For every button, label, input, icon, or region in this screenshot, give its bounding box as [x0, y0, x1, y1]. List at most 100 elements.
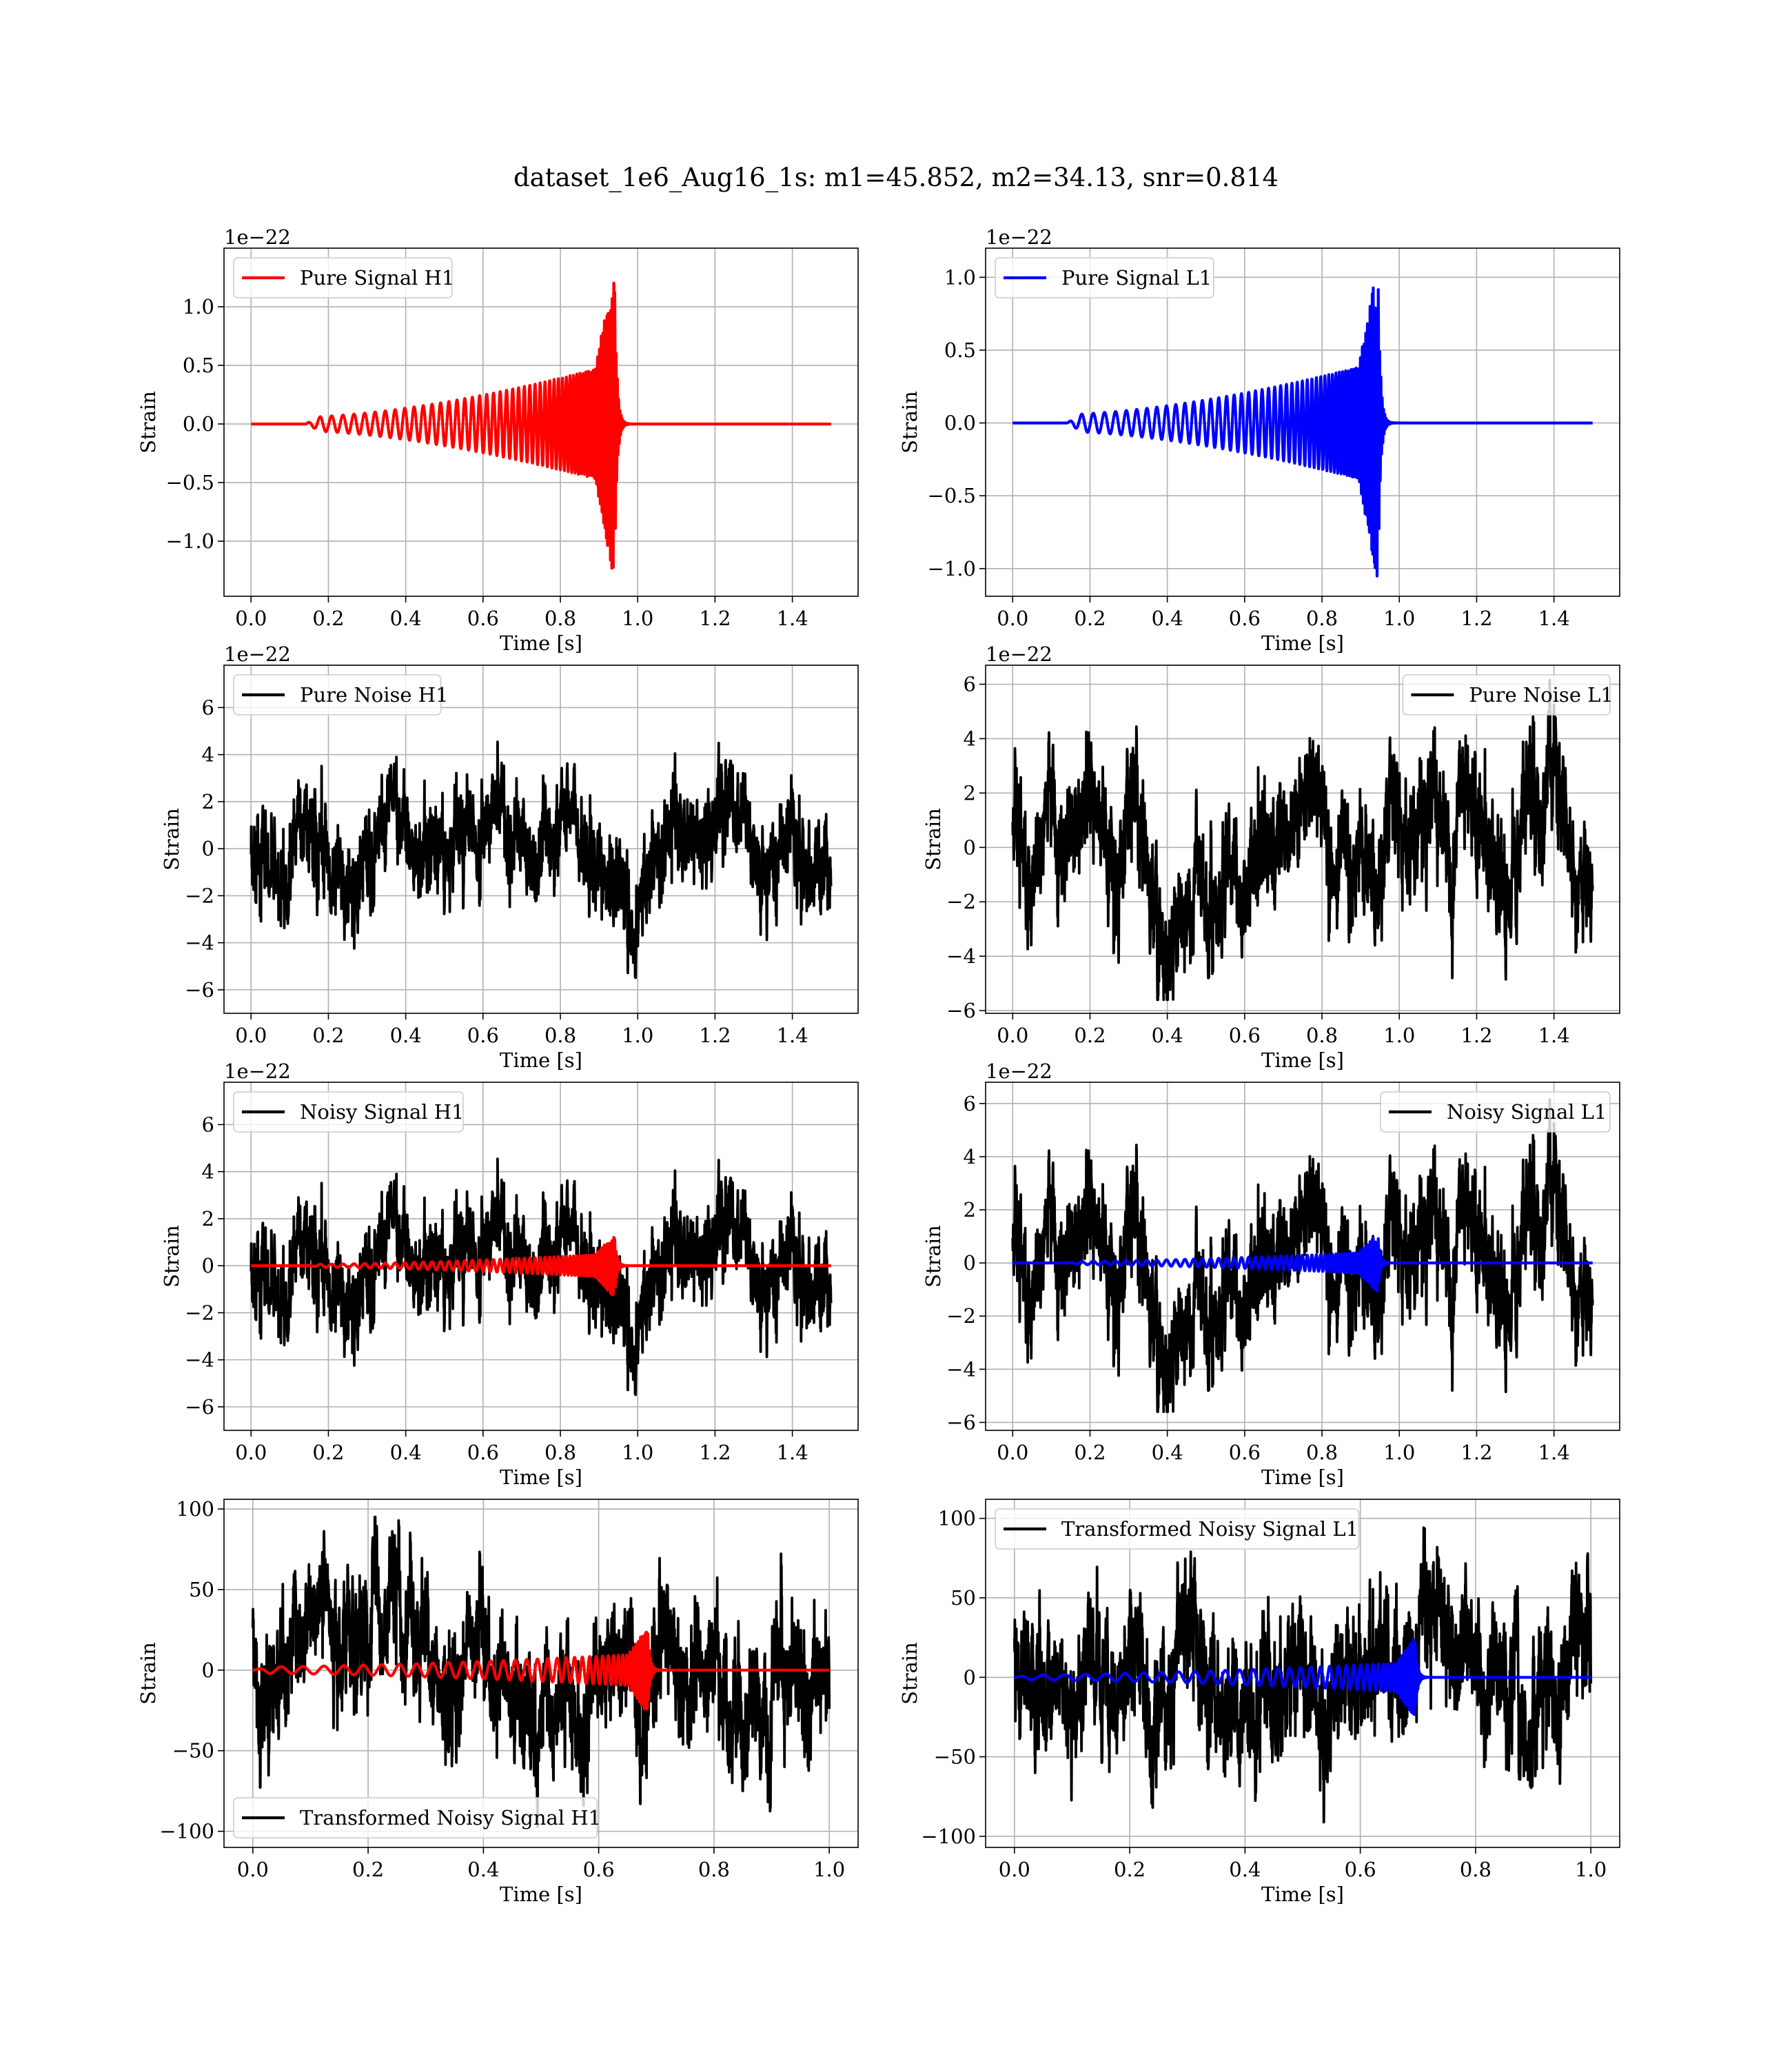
noisy-signal-h1-legend-label: Noisy Signal H1: [300, 1100, 465, 1124]
noisy-signal-l1-xtick-label-0: 0.0: [997, 1441, 1028, 1464]
noisy-signal-l1-xtick-label-6: 1.2: [1460, 1441, 1492, 1464]
transformed-noisy-signal-l1-ylabel: Strain: [898, 1642, 922, 1705]
noisy-signal-l1-xtick-label-4: 0.8: [1306, 1441, 1338, 1464]
pure-signal-l1-xtick-label-4: 0.8: [1306, 607, 1338, 630]
pure-signal-h1-xtick-label-3: 0.6: [467, 607, 499, 630]
noisy-signal-h1-offset-label: 1e−22: [224, 1060, 291, 1083]
noisy-signal-l1-legend: Noisy Signal L1: [1380, 1091, 1611, 1133]
noisy-signal-l1-xtick-label-2: 0.4: [1152, 1441, 1183, 1464]
noisy-signal-l1-legend-box: [1380, 1091, 1611, 1133]
noisy-signal-l1-xtick-label-3: 0.6: [1229, 1441, 1261, 1464]
noisy-signal-h1-xtick-label-0: 0.0: [235, 1441, 267, 1464]
pure-noise-l1-panel: 0.0 0.2 0.4 0.6 0.8 1.0 1.2 1.4 −6 −4 −2 0 2 4 6 Time […: [922, 642, 1620, 1072]
transformed-noisy-signal-l1-ytick-label-4: 100: [938, 1507, 976, 1530]
transformed-noisy-signal-h1-xtick-label-0: 0.0: [237, 1858, 269, 1881]
transformed-noisy-signal-h1-ytick-label-1: −50: [172, 1739, 214, 1763]
pure-signal-l1-xtick-label-2: 0.4: [1152, 607, 1183, 630]
pure-signal-h1-xtick-label-2: 0.4: [390, 607, 422, 630]
pure-noise-l1-ytick-label-0: −6: [946, 999, 976, 1022]
noisy-signal-l1-ytick-label-2: −2: [946, 1304, 976, 1328]
transformed-noisy-signal-l1-legend-label: Transformed Noisy Signal L1: [1061, 1517, 1358, 1541]
noisy-signal-l1-xtick-label-1: 0.2: [1074, 1441, 1106, 1464]
pure-signal-h1-xtick-label-1: 0.2: [312, 607, 344, 630]
pure-noise-h1-xtick-label-1: 0.2: [312, 1024, 344, 1047]
transformed-noisy-signal-l1-frame: [985, 1499, 1620, 1848]
transformed-noisy-signal-l1-ytick-label-0: −100: [921, 1825, 976, 1848]
transformed-noisy-signal-h1-legend-label: Transformed Noisy Signal H1: [300, 1806, 601, 1829]
pure-noise-l1-xtick-label-6: 1.2: [1460, 1024, 1492, 1047]
transformed-noisy-signal-h1-legend-box: [233, 1797, 598, 1838]
transformed-noisy-signal-l1-ytick-label-3: 50: [950, 1586, 976, 1610]
transformed-noisy-signal-h1-ylabel: Strain: [136, 1642, 160, 1705]
transformed-noisy-signal-h1-ytick-label-2: 0: [202, 1659, 214, 1682]
transformed-noisy-signal-h1-xtick-label-1: 0.2: [352, 1858, 384, 1881]
pure-signal-l1-ytick-label-4: 1.0: [944, 265, 976, 289]
noisy-signal-h1-ytick-label-4: 2: [202, 1207, 214, 1230]
transformed-noisy-signal-h1-xtick-label-3: 0.6: [583, 1858, 615, 1881]
pure-signal-l1-ytick-label-1: −0.5: [928, 484, 976, 507]
noisy-signal-h1-xtick-label-2: 0.4: [390, 1441, 422, 1464]
pure-noise-h1-xlabel: Time [s]: [500, 1048, 582, 1072]
pure-noise-l1-xtick-label-1: 0.2: [1074, 1024, 1106, 1047]
pure-noise-l1-legend: Pure Noise L1: [1402, 674, 1613, 716]
transformed-noisy-signal-h1-series-1-line: [252, 1630, 831, 1711]
noisy-signal-h1-xtick-label-1: 0.2: [312, 1441, 344, 1464]
noisy-signal-l1-legend-label: Noisy Signal L1: [1447, 1100, 1607, 1124]
noisy-signal-h1-xtick-label-6: 1.2: [699, 1441, 731, 1464]
pure-noise-l1-xtick-label-0: 0.0: [997, 1024, 1028, 1047]
transformed-noisy-signal-l1-ytick-label-2: 0: [964, 1665, 976, 1689]
pure-noise-h1-xtick-label-2: 0.4: [390, 1024, 422, 1047]
noisy-signal-h1-ylabel: Strain: [160, 1225, 183, 1288]
transformed-noisy-signal-l1-legend: Transformed Noisy Signal L1: [995, 1508, 1360, 1550]
transformed-noisy-signal-l1-xtick-label-1: 0.2: [1114, 1858, 1146, 1881]
pure-noise-h1-ytick-label-6: 6: [202, 696, 214, 719]
transformed-noisy-signal-h1-xtick-label-4: 0.8: [698, 1858, 730, 1881]
transformed-noisy-signal-h1-xtick-label-2: 0.4: [467, 1858, 499, 1881]
pure-noise-h1-panel: 0.0 0.2 0.4 0.6 0.8 1.0 1.2 1.4 −6 −4 −2 0 2 4 6 Time […: [160, 642, 859, 1072]
noisy-signal-l1-ytick-label-1: −4: [946, 1357, 976, 1381]
pure-noise-l1-xtick-label-3: 0.6: [1229, 1024, 1261, 1047]
pure-signal-l1-legend-label: Pure Signal L1: [1061, 266, 1212, 290]
pure-signal-l1-xlabel: Time [s]: [1261, 631, 1344, 655]
transformed-noisy-signal-l1-series-1-line: [1013, 1638, 1592, 1716]
noisy-signal-h1-xtick-label-3: 0.6: [467, 1441, 499, 1464]
noisy-signal-h1-series-1-line: [250, 1236, 833, 1297]
transformed-noisy-signal-l1-xtick-label-0: 0.0: [999, 1858, 1030, 1881]
pure-noise-h1-xtick-label-0: 0.0: [235, 1024, 267, 1047]
pure-signal-h1-ytick-label-4: 1.0: [183, 295, 214, 318]
pure-noise-h1-xtick-label-7: 1.4: [777, 1024, 808, 1047]
pure-signal-l1-frame: [985, 247, 1620, 597]
pure-signal-h1-offset-label: 1e−22: [224, 225, 291, 249]
pure-noise-h1-series-0-line: [250, 740, 833, 980]
pure-signal-l1-ylabel: Strain: [898, 391, 922, 454]
transformed-noisy-signal-h1-legend: Transformed Noisy Signal H1: [233, 1797, 601, 1838]
transformed-noisy-signal-l1-xtick-label-4: 0.8: [1460, 1858, 1491, 1881]
transformed-noisy-signal-l1-xtick-label-3: 0.6: [1345, 1858, 1376, 1881]
pure-noise-l1-legend-box: [1402, 674, 1611, 716]
pure-signal-h1-ylabel: Strain: [136, 391, 160, 454]
noisy-signal-l1-ytick-label-4: 2: [964, 1198, 976, 1221]
pure-noise-l1-xtick-label-5: 1.0: [1383, 1024, 1415, 1047]
noisy-signal-l1-ytick-label-6: 6: [964, 1092, 976, 1115]
noisy-signal-h1-xtick-label-4: 0.8: [544, 1441, 576, 1464]
pure-signal-l1-xtick-label-0: 0.0: [997, 607, 1028, 630]
pure-signal-l1-legend: Pure Signal L1: [995, 257, 1214, 298]
pure-noise-h1-legend: Pure Noise H1: [233, 674, 449, 716]
transformed-noisy-signal-l1-ytick-label-1: −50: [934, 1745, 976, 1769]
transformed-noisy-signal-l1-legend-box: [995, 1508, 1360, 1550]
pure-signal-l1-xtick-label-1: 0.2: [1074, 607, 1106, 630]
pure-noise-l1-ytick-label-1: −4: [946, 944, 976, 968]
pure-noise-h1-ytick-label-5: 4: [202, 743, 214, 767]
noisy-signal-l1-xtick-label-5: 1.0: [1383, 1441, 1415, 1464]
noisy-signal-l1-ytick-label-3: 0: [964, 1251, 976, 1275]
pure-signal-h1-xlabel: Time [s]: [500, 631, 582, 655]
pure-signal-l1-panel: 0.0 0.2 0.4 0.6 0.8 1.0 1.2 1.4 −1.0 −0.5 0.0 0.5 1.…: [898, 225, 1620, 655]
pure-noise-l1-frame: [985, 665, 1620, 1014]
noisy-signal-h1-ytick-label-6: 6: [202, 1113, 214, 1136]
pure-noise-h1-offset-label: 1e−22: [224, 642, 291, 666]
pure-signal-l1-xtick-label-6: 1.2: [1460, 607, 1492, 630]
noisy-signal-l1-ytick-label-0: −6: [946, 1410, 976, 1434]
pure-noise-l1-ytick-label-2: −2: [946, 890, 976, 913]
noisy-signal-l1-frame: [985, 1082, 1620, 1431]
pure-signal-h1-ytick-label-1: −0.5: [166, 471, 214, 494]
